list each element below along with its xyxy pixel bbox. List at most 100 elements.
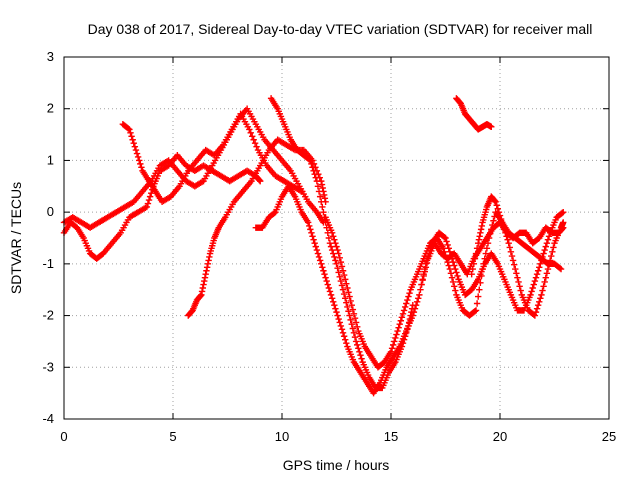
data-point-marker <box>337 277 345 285</box>
data-point-marker <box>533 271 541 278</box>
data-point-marker <box>542 274 549 281</box>
data-point-marker <box>126 126 133 133</box>
data-point-marker <box>340 333 348 340</box>
data-point-marker <box>198 288 206 295</box>
data-point-marker <box>314 183 322 190</box>
data-point-marker <box>148 189 155 197</box>
data-point-marker <box>358 355 365 362</box>
data-point-marker <box>493 202 500 209</box>
data-point-marker <box>502 229 509 237</box>
data-point-marker <box>330 233 337 240</box>
series-arc-9 <box>468 193 567 319</box>
data-point-marker <box>198 291 205 299</box>
data-point-marker <box>354 323 361 330</box>
data-point-marker <box>508 252 516 260</box>
data-point-marker <box>529 284 536 292</box>
data-point-marker <box>548 252 555 260</box>
data-point-marker <box>342 276 349 283</box>
data-point-marker <box>338 263 346 270</box>
data-point-marker <box>545 261 553 268</box>
data-point-marker <box>453 269 460 276</box>
data-point-marker <box>202 271 209 278</box>
data-point-marker <box>392 334 399 342</box>
data-point-marker <box>527 291 534 299</box>
data-point-marker <box>310 167 317 174</box>
data-point-marker <box>343 299 350 306</box>
plot-frame <box>63 56 610 420</box>
data-point-marker <box>349 325 357 332</box>
data-point-marker <box>145 196 153 204</box>
data-point-marker <box>318 198 325 205</box>
data-point-marker <box>342 336 349 343</box>
chart-title: Day 038 of 2017, Sidereal Day-to-day VTE… <box>88 21 593 37</box>
data-point-marker <box>310 236 317 243</box>
data-point-marker <box>320 208 327 216</box>
data-point-marker <box>331 253 338 261</box>
data-point-marker <box>419 277 426 284</box>
data-point-marker <box>309 164 316 171</box>
data-point-marker <box>560 208 567 216</box>
data-point-marker <box>256 177 263 184</box>
data-point-marker <box>510 261 518 268</box>
data-point-marker <box>536 264 543 271</box>
data-point-marker <box>352 338 360 345</box>
data-point-marker <box>335 269 342 276</box>
data-point-marker <box>530 281 537 288</box>
data-point-marker <box>473 300 481 307</box>
data-point-marker <box>393 331 400 338</box>
data-point-marker <box>129 136 136 143</box>
data-point-marker <box>311 171 318 178</box>
data-point-marker <box>442 234 449 242</box>
data-point-marker <box>394 327 401 335</box>
data-point-marker <box>203 264 211 271</box>
data-point-marker <box>128 133 135 140</box>
y-tick-label: -1 <box>42 256 54 271</box>
data-point-marker <box>246 126 253 133</box>
data-point-marker <box>550 244 557 251</box>
data-point-marker <box>205 257 212 264</box>
data-point-marker <box>304 219 312 226</box>
data-point-marker <box>494 205 502 212</box>
data-point-marker <box>389 341 397 349</box>
data-point-marker <box>138 164 145 171</box>
data-point-marker <box>251 139 259 147</box>
data-point-marker <box>131 143 139 150</box>
data-point-marker <box>515 278 522 286</box>
data-point-marker <box>344 284 351 292</box>
data-point-marker <box>330 250 337 257</box>
data-point-marker <box>477 226 485 233</box>
data-point-marker <box>399 310 407 318</box>
data-point-marker <box>398 314 406 321</box>
data-point-marker <box>349 306 357 313</box>
data-point-marker <box>472 307 480 314</box>
data-point-marker <box>332 239 339 247</box>
data-point-marker <box>478 272 485 280</box>
data-point-marker <box>199 284 206 292</box>
data-point-marker <box>334 246 341 254</box>
data-point-marker <box>320 191 328 199</box>
data-point-marker <box>443 238 450 245</box>
data-point-marker <box>345 308 352 315</box>
data-point-marker <box>495 208 503 216</box>
data-point-marker <box>479 265 486 273</box>
data-point-marker <box>410 308 418 316</box>
data-point-marker <box>476 233 483 240</box>
data-point-marker <box>146 193 154 200</box>
data-point-marker <box>343 280 350 287</box>
data-point-marker <box>253 143 260 150</box>
data-point-marker <box>130 139 137 147</box>
data-point-marker <box>309 233 316 240</box>
data-point-marker <box>343 339 350 347</box>
data-point-marker <box>543 270 551 277</box>
data-point-marker <box>546 257 554 264</box>
data-point-marker <box>338 282 346 289</box>
data-point-marker <box>331 302 338 309</box>
data-point-marker <box>397 317 405 324</box>
data-point-marker <box>326 239 334 247</box>
data-point-marker <box>451 283 458 290</box>
data-point-marker <box>445 262 452 269</box>
data-point-marker <box>336 254 343 262</box>
data-point-marker <box>335 250 342 257</box>
data-point-marker <box>323 277 330 285</box>
